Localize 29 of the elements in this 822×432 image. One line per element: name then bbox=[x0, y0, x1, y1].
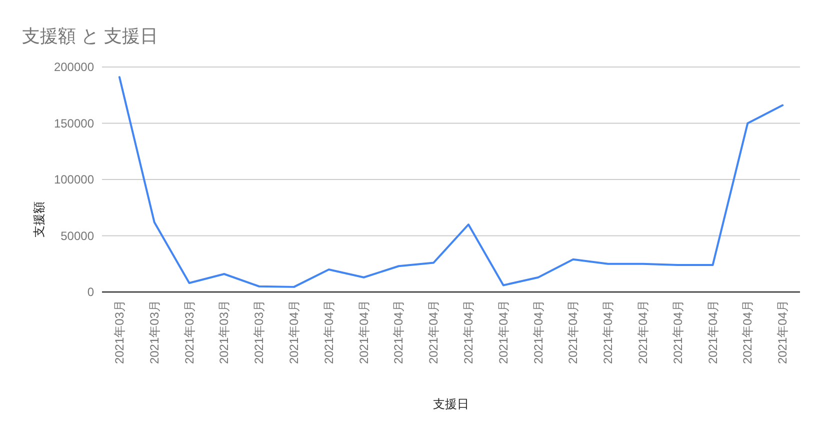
x-tick-label: 2021年04月 bbox=[286, 300, 301, 364]
y-tick-label: 0 bbox=[87, 285, 94, 299]
x-tick-label: 2021年04月 bbox=[601, 300, 616, 364]
x-tick-label: 2021年04月 bbox=[531, 300, 546, 364]
x-tick-label: 2021年03月 bbox=[112, 300, 126, 364]
x-tick-label: 2021年04月 bbox=[740, 300, 755, 364]
chart-title: 支援額 と 支援日 bbox=[22, 26, 158, 46]
y-tick-label: 50000 bbox=[60, 228, 94, 243]
x-tick-label: 2021年04月 bbox=[392, 300, 406, 364]
x-tick-label: 2021年04月 bbox=[356, 300, 371, 364]
line-series bbox=[118, 76, 784, 288]
y-tick-label: 200000 bbox=[54, 60, 94, 74]
x-tick-label: 2021年03月 bbox=[147, 300, 162, 364]
x-tick-label: 2021年03月 bbox=[217, 300, 232, 364]
x-tick-label: 2021年04月 bbox=[636, 300, 650, 364]
y-axis-title: 支援額 bbox=[32, 202, 46, 238]
x-tick-label: 2021年03月 bbox=[182, 300, 196, 364]
x-tick-label: 2021年04月 bbox=[461, 300, 476, 364]
y-tick-label: 150000 bbox=[54, 116, 94, 130]
x-tick-label: 2021年04月 bbox=[670, 300, 685, 364]
y-tick-label: 100000 bbox=[54, 172, 94, 186]
x-tick-label: 2021年04月 bbox=[322, 300, 336, 364]
x-tick-label: 2021年04月 bbox=[776, 300, 790, 364]
x-axis-title: 支援日 bbox=[433, 397, 469, 411]
x-tick-label: 2021年04月 bbox=[566, 300, 580, 364]
x-tick-label: 2021年04月 bbox=[706, 300, 720, 364]
x-tick-label: 2021年03月 bbox=[252, 300, 266, 364]
x-tick-label: 2021年04月 bbox=[426, 300, 441, 364]
x-tick-label: 2021年04月 bbox=[496, 300, 510, 364]
